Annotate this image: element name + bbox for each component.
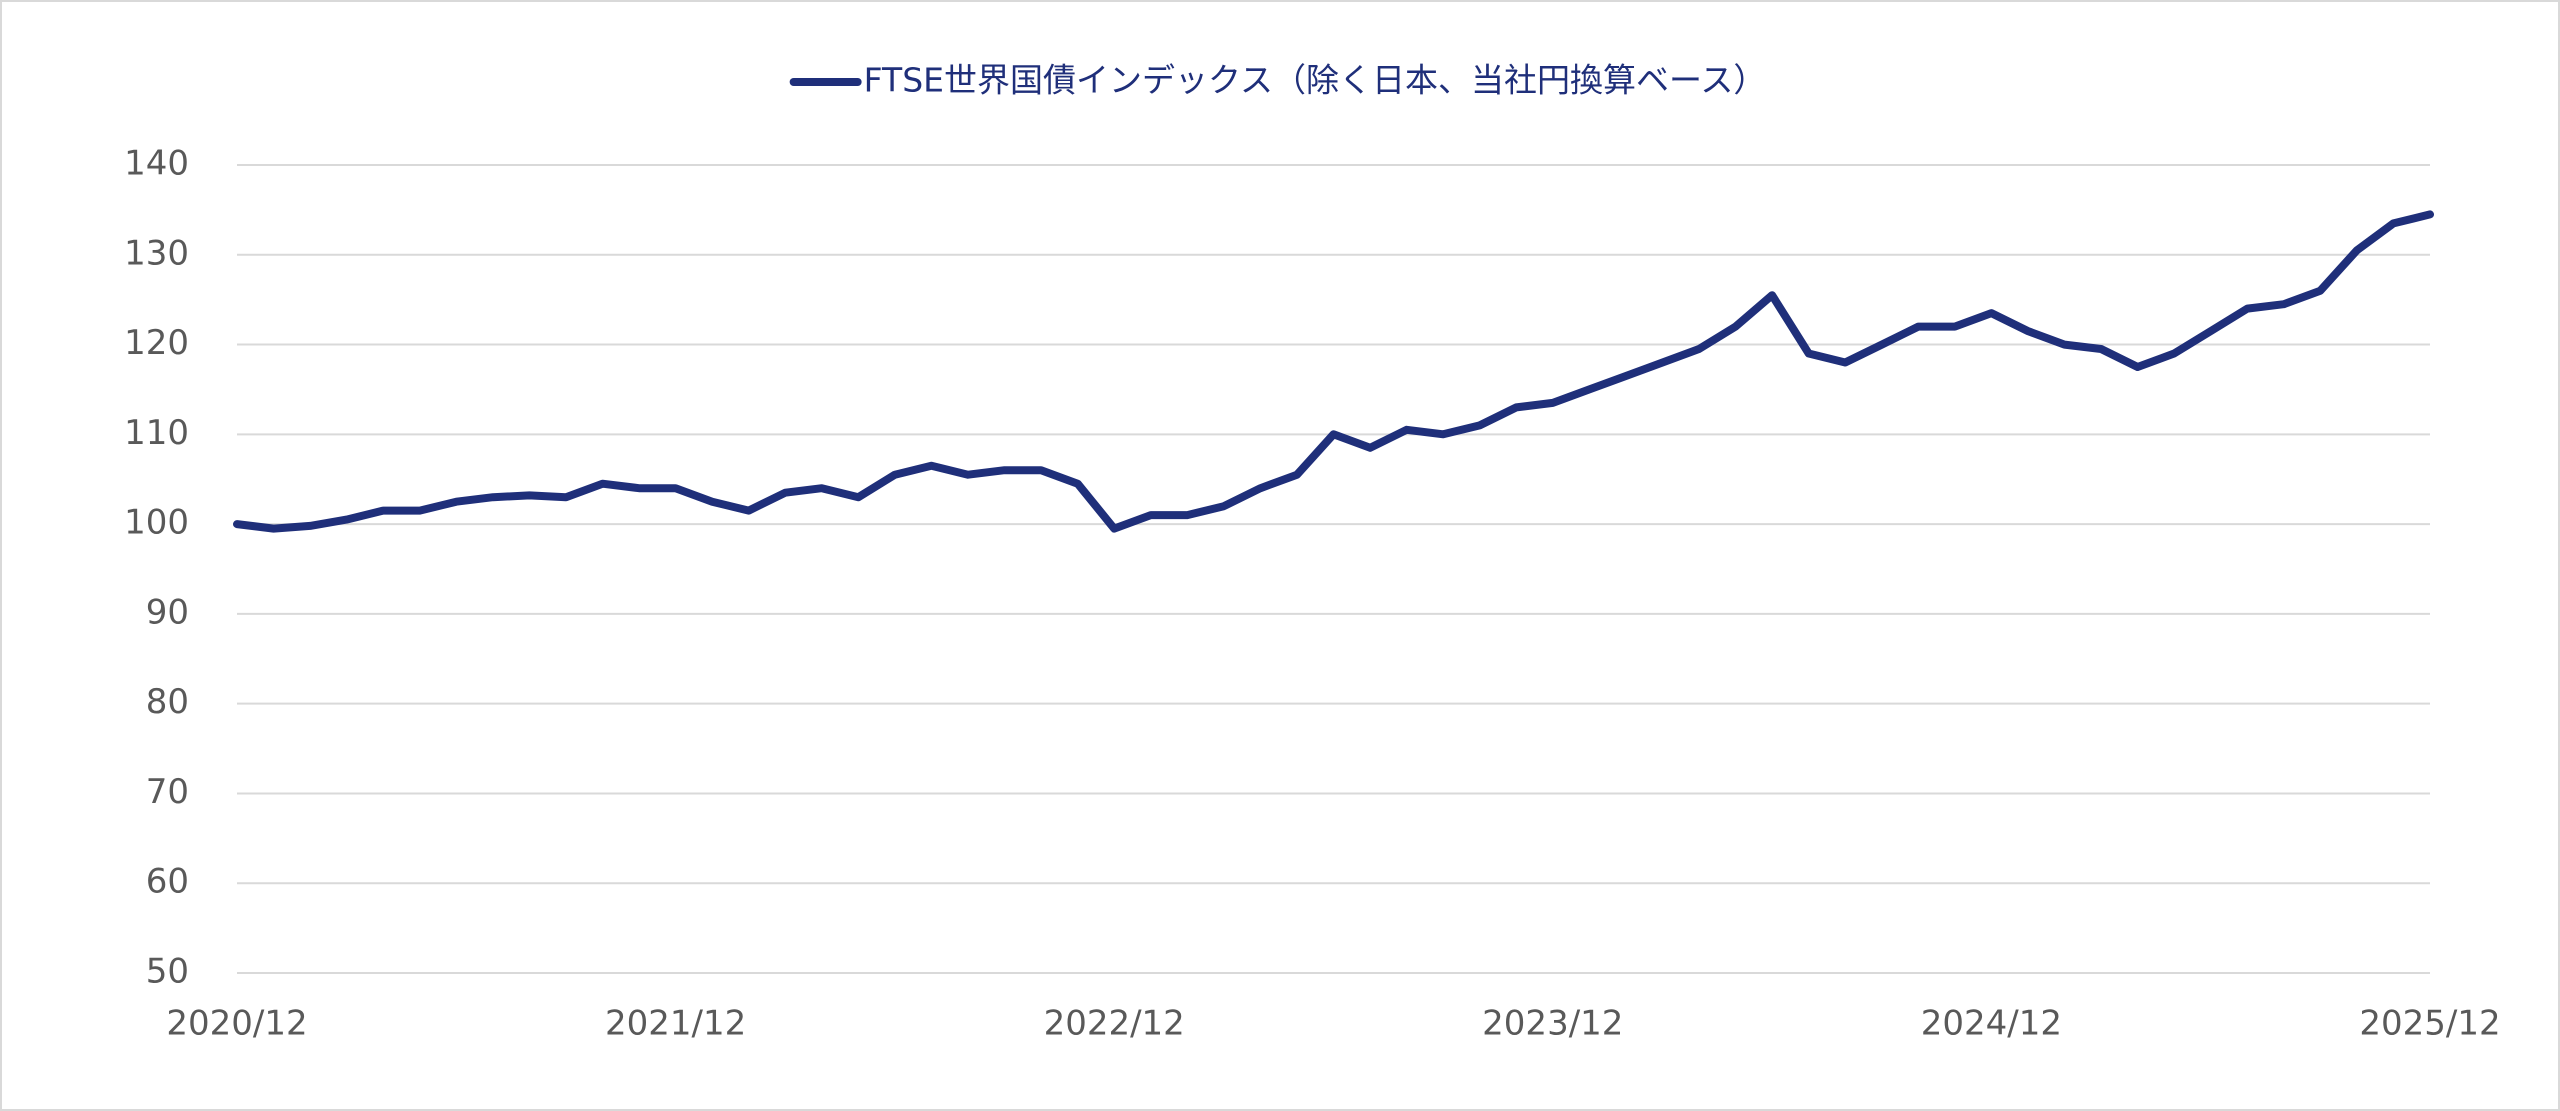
x-tick-label: 2022/12: [1044, 1004, 1185, 1044]
y-tick-label: 140: [124, 144, 189, 184]
x-tick-label: 2021/12: [605, 1004, 746, 1044]
y-tick-label: 120: [124, 323, 189, 363]
y-tick-label: 70: [146, 772, 189, 812]
y-tick-label: 110: [124, 413, 189, 453]
legend: FTSE世界国債インデックス（除く日本、当社円換算ベース）: [789, 61, 1767, 100]
y-tick-label: 80: [146, 682, 189, 722]
legend-label: FTSE世界国債インデックス（除く日本、当社円換算ベース）: [864, 61, 1767, 100]
x-tick-label: 2024/12: [1921, 1004, 2062, 1044]
x-tick-label: 2020/12: [166, 1004, 307, 1044]
y-tick-label: 50: [146, 952, 189, 992]
y-tick-label: 130: [124, 233, 189, 273]
plot-area: [233, 210, 2434, 533]
y-tick-label: 100: [124, 503, 189, 543]
y-tick-label: 90: [146, 592, 189, 632]
x-tick-label: 2023/12: [1482, 1004, 1623, 1044]
x-tick-label: 2025/12: [2359, 1004, 2500, 1044]
data-line: [233, 210, 2434, 533]
y-tick-label: 60: [146, 862, 189, 902]
